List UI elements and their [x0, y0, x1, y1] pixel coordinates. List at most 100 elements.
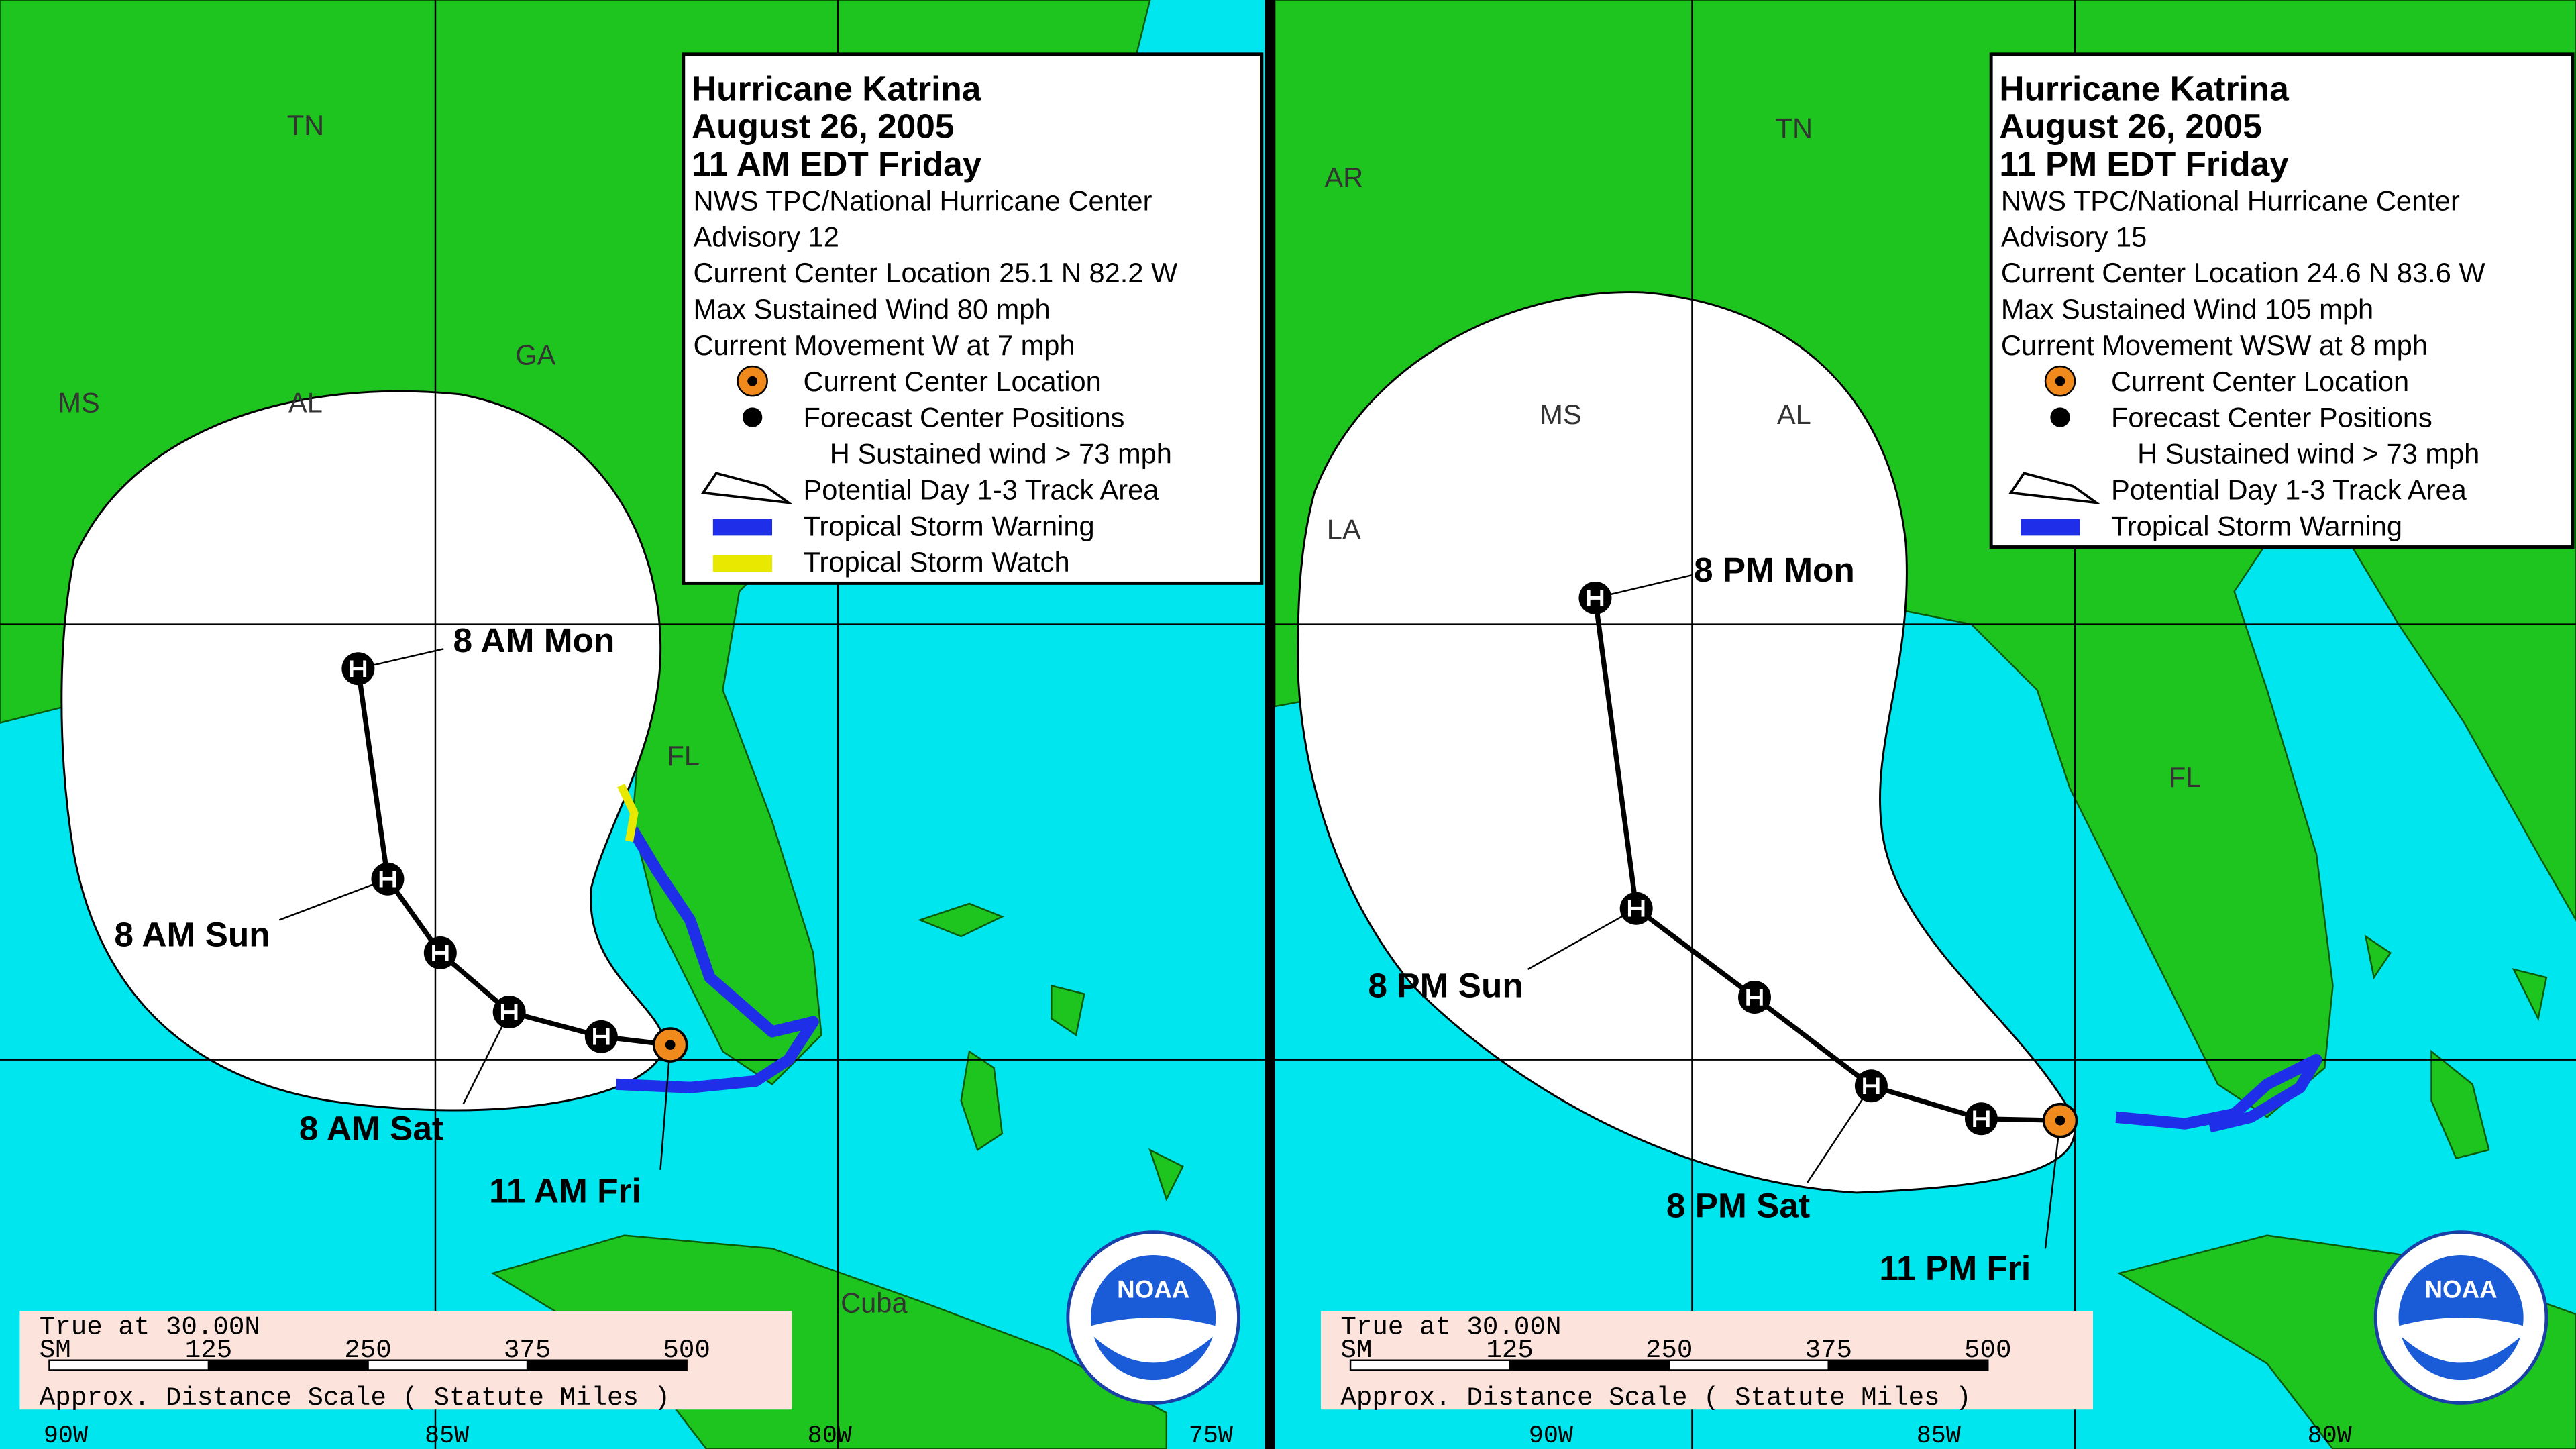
state-label: GA	[515, 339, 555, 371]
state-label: TN	[1776, 113, 1813, 144]
track-cone	[60, 390, 667, 1112]
leader-line	[2044, 1120, 2061, 1249]
legend-symbol	[747, 376, 757, 386]
h-symbol	[1973, 1110, 1990, 1127]
leader-line	[462, 1012, 511, 1105]
legend-symbol	[742, 407, 763, 427]
legend-line: Current Movement WSW at 8 mph	[2001, 329, 2428, 361]
scale-segment	[1827, 1359, 1989, 1371]
leader-line	[278, 878, 388, 921]
island	[2512, 968, 2548, 1022]
longitude-label: 85W	[425, 1422, 470, 1449]
island	[2364, 934, 2392, 980]
longitude-label: 75W	[1189, 1422, 1234, 1449]
scale-true-at: True at 30.00N	[40, 1312, 260, 1342]
h-symbol	[432, 945, 449, 961]
forecast-label: 11 PM Fri	[1879, 1248, 2031, 1287]
state-label: TN	[287, 109, 325, 141]
storm-warning	[615, 826, 819, 1093]
logo-wing	[1091, 1318, 1216, 1363]
scale-caption: Approx. Distance Scale ( Statute Miles )	[1340, 1383, 1971, 1413]
legend-line: Current Center Location 24.6 N 83.6 W	[2001, 257, 2486, 288]
longitude-label: 80W	[2308, 1422, 2353, 1449]
island	[960, 1050, 1004, 1152]
state-label: FL	[2169, 761, 2202, 793]
legend-box	[1989, 52, 2575, 549]
legend-item: H Sustained wind > 73 mph	[830, 438, 1172, 470]
legend-line: Max Sustained Wind 105 mph	[2001, 293, 2373, 325]
storm-watch	[617, 784, 639, 842]
h-symbol	[1587, 590, 1604, 606]
legend-heading: August 26, 2005	[1999, 107, 2261, 146]
logo-wing	[2398, 1318, 2524, 1363]
forecast-label: 8 PM Sat	[1666, 1186, 1810, 1225]
longitude-label: 80W	[808, 1422, 853, 1449]
legend-symbol	[700, 472, 794, 505]
leader-line	[1806, 1085, 1872, 1183]
legend-line: NWS TPC/National Hurricane Center	[2001, 184, 2460, 216]
legend-line: Advisory 15	[2001, 221, 2147, 252]
legend-item: Forecast Center Positions	[804, 402, 1125, 433]
state-label: AR	[1324, 162, 1363, 193]
legend-item: Potential Day 1-3 Track Area	[2111, 474, 2467, 505]
state-label: FL	[667, 740, 700, 771]
island	[917, 902, 1004, 938]
legend-line: NWS TPC/National Hurricane Center	[693, 184, 1152, 216]
state-label: MS	[58, 387, 99, 419]
scale-caption: Approx. Distance Scale ( Statute Miles )	[40, 1383, 670, 1413]
state-label: AL	[1777, 398, 1811, 430]
map-panel: TN GA MS AL FL Cuba 8 AM Mon 8 AM Sun 8 AM Sat 11…	[0, 0, 1265, 1449]
legend-symbol	[2055, 376, 2065, 386]
state-label: LA	[1327, 513, 1361, 545]
scale-tick: 500	[1964, 1335, 2012, 1365]
longitude-label: 85W	[1917, 1422, 1962, 1449]
legend-heading: 11 AM EDT Friday	[692, 144, 982, 183]
h-symbol	[1746, 989, 1763, 1006]
forecast-label: 11 AM Fri	[489, 1171, 641, 1210]
forecast-label: 8 PM Sun	[1368, 966, 1523, 1005]
center-dot	[665, 1040, 676, 1050]
scale-true-at: True at 30.00N	[1340, 1312, 1561, 1342]
state-label: MS	[1540, 398, 1581, 430]
forecast-label: 8 AM Mon	[453, 621, 615, 659]
legend-item: Tropical Storm Warning	[804, 510, 1095, 541]
track-cone	[1297, 291, 2076, 1194]
legend-heading: August 26, 2005	[692, 107, 954, 146]
island	[2430, 1049, 2490, 1159]
legend-item: H Sustained wind > 73 mph	[2137, 438, 2479, 470]
legend-item: Tropical Storm Warning	[2111, 510, 2402, 541]
h-symbol	[1863, 1077, 1880, 1095]
longitude-label: 90W	[1529, 1422, 1574, 1449]
h-symbol	[350, 660, 367, 677]
legend-symbol	[712, 555, 773, 572]
state-label: Cuba	[841, 1287, 908, 1319]
legend-symbol	[712, 519, 773, 536]
scale-segment	[526, 1359, 688, 1371]
legend-heading: Hurricane Katrina	[1999, 68, 2289, 107]
logo-text: NOAA	[1117, 1276, 1189, 1303]
island	[1148, 1148, 1184, 1201]
h-symbol	[500, 1004, 518, 1020]
longitude-label: 90W	[44, 1422, 89, 1449]
legend-item: Tropical Storm Watch	[804, 546, 1070, 578]
state-label: AL	[288, 387, 323, 419]
legend-line: Current Center Location 25.1 N 82.2 W	[693, 257, 1178, 288]
forecast-label: 8 PM Mon	[1694, 550, 1855, 589]
h-symbol	[1627, 900, 1645, 917]
forecast-label: 8 AM Sun	[114, 915, 270, 954]
leader-line	[1595, 574, 1693, 599]
legend-item: Current Center Location	[804, 366, 1102, 397]
leader-line	[1527, 908, 1637, 970]
legend-item: Forecast Center Positions	[2111, 402, 2432, 433]
leader-line	[659, 1044, 672, 1170]
legend-heading: 11 PM EDT Friday	[1999, 144, 2289, 183]
forecast-label: 8 AM Sat	[299, 1109, 443, 1148]
legend-item: Current Center Location	[2111, 366, 2409, 397]
center-dot	[2055, 1115, 2065, 1126]
legend-symbol	[2050, 407, 2070, 427]
legend-item: Potential Day 1-3 Track Area	[804, 474, 1160, 505]
legend-line: Current Movement W at 7 mph	[693, 329, 1075, 361]
map-panel: TN AR MS AL LA FL 8 PM Mon 8 PM Sun 8 PM Sat 11 P…	[1275, 0, 2576, 1449]
